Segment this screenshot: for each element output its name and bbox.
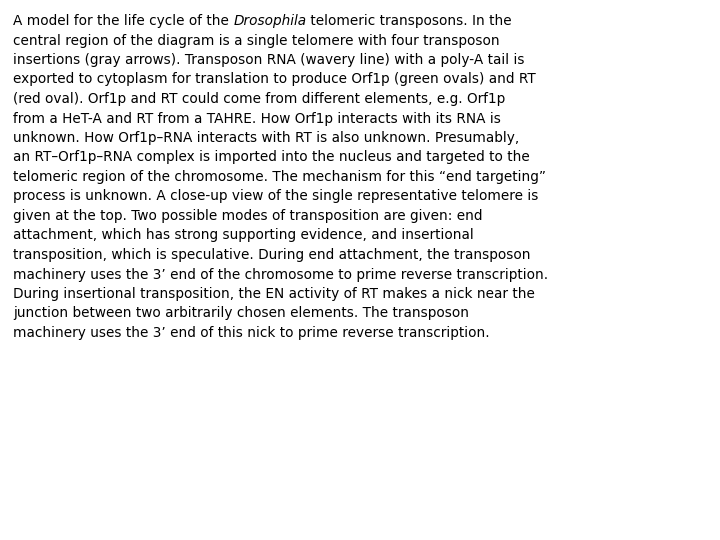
Text: During insertional transposition, the EN activity of RT makes a nick near the: During insertional transposition, the EN… xyxy=(13,287,535,301)
Text: unknown. How Orf1p–RNA interacts with RT is also unknown. Presumably,: unknown. How Orf1p–RNA interacts with RT… xyxy=(13,131,519,145)
Text: machinery uses the 3’ end of the chromosome to prime reverse transcription.: machinery uses the 3’ end of the chromos… xyxy=(13,267,548,281)
Text: central region of the diagram is a single telomere with four transposon: central region of the diagram is a singl… xyxy=(13,33,500,48)
Text: process is unknown. A close-up view of the single representative telomere is: process is unknown. A close-up view of t… xyxy=(13,190,539,204)
Text: Drosophila: Drosophila xyxy=(233,14,307,28)
Text: given at the top. Two possible modes of transposition are given: end: given at the top. Two possible modes of … xyxy=(13,209,482,223)
Text: machinery uses the 3’ end of this nick to prime reverse transcription.: machinery uses the 3’ end of this nick t… xyxy=(13,326,490,340)
Text: (red oval). Orf1p and RT could come from different elements, e.g. Orf1p: (red oval). Orf1p and RT could come from… xyxy=(13,92,505,106)
Text: an RT–Orf1p–RNA complex is imported into the nucleus and targeted to the: an RT–Orf1p–RNA complex is imported into… xyxy=(13,151,530,165)
Text: exported to cytoplasm for translation to produce Orf1p (green ovals) and RT: exported to cytoplasm for translation to… xyxy=(13,72,536,86)
Text: telomeric transposons. In the: telomeric transposons. In the xyxy=(307,14,512,28)
Text: telomeric region of the chromosome. The mechanism for this “end targeting”: telomeric region of the chromosome. The … xyxy=(13,170,546,184)
Text: A model for the life cycle of the: A model for the life cycle of the xyxy=(13,14,233,28)
Text: from a HeT-A and RT from a TAHRE. How Orf1p interacts with its RNA is: from a HeT-A and RT from a TAHRE. How Or… xyxy=(13,111,501,125)
Text: insertions (gray arrows). Transposon RNA (wavery line) with a poly-A tail is: insertions (gray arrows). Transposon RNA… xyxy=(13,53,524,67)
Text: transposition, which is speculative. During end attachment, the transposon: transposition, which is speculative. Dur… xyxy=(13,248,531,262)
Text: attachment, which has strong supporting evidence, and insertional: attachment, which has strong supporting … xyxy=(13,228,474,242)
Text: junction between two arbitrarily chosen elements. The transposon: junction between two arbitrarily chosen … xyxy=(13,307,469,321)
